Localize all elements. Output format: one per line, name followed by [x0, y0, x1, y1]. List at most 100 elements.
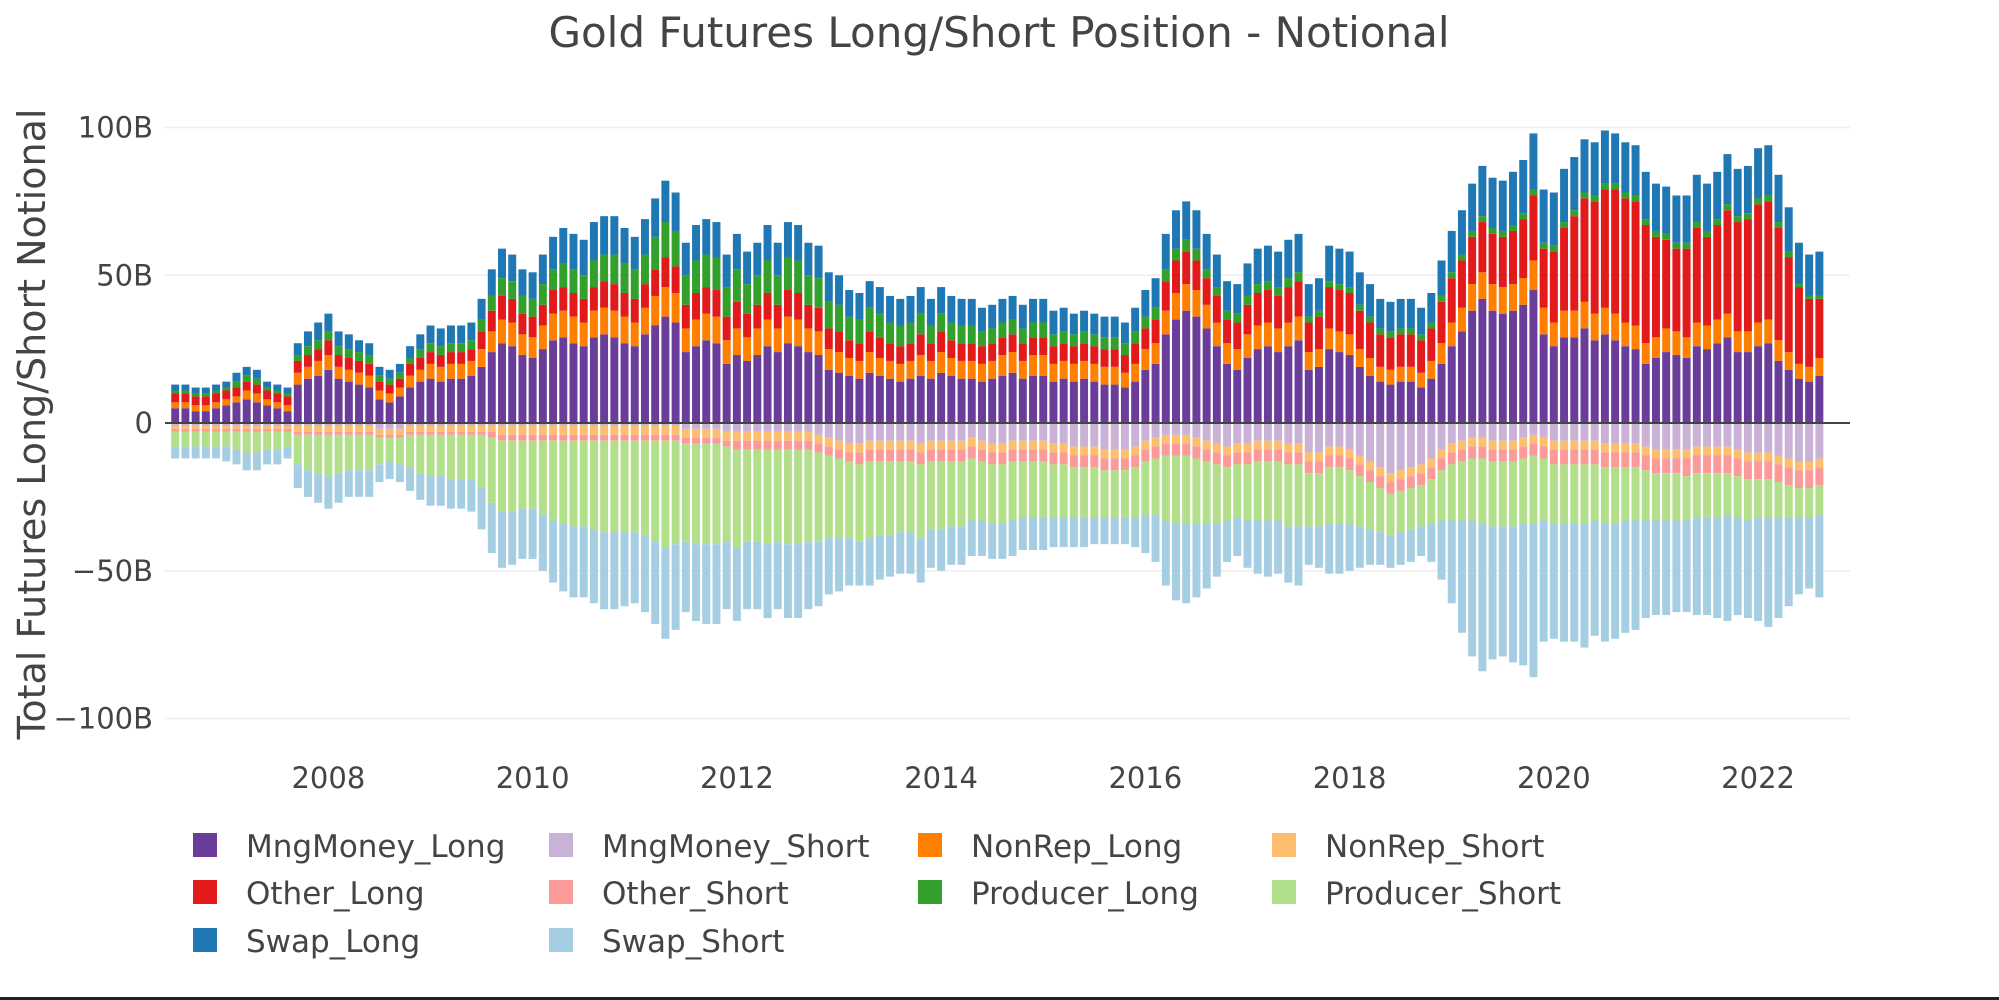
bar-MngMoney_Long [1805, 381, 1814, 423]
bar-Producer_Long [1600, 183, 1609, 190]
bar-NonRep_Long [1212, 322, 1221, 347]
bar-Producer_Short [569, 440, 578, 527]
bar-Producer_Long [457, 343, 466, 353]
bar-Other_Long [324, 340, 333, 356]
bar-MngMoney_Short [1703, 423, 1712, 447]
bar-Other_Short [600, 434, 609, 441]
bar-Swap_Long [487, 269, 496, 296]
bar-MngMoney_Short [610, 423, 619, 426]
bar-Producer_Short [1294, 464, 1303, 527]
bar-Other_Short [1631, 452, 1640, 468]
bar-MngMoney_Long [1651, 357, 1660, 423]
bar-Producer_Long [1223, 310, 1232, 320]
bar-Swap_Long [681, 242, 690, 276]
bar-NonRep_Long [998, 355, 1007, 376]
bar-MngMoney_Short [957, 423, 966, 441]
bar-MngMoney_Short [1274, 423, 1283, 441]
bar-Other_Long [1110, 349, 1119, 367]
bar-Other_Long [181, 393, 190, 403]
bar-NonRep_Long [1703, 325, 1712, 350]
bar-MngMoney_Short [201, 423, 210, 426]
bar-Other_Short [355, 431, 364, 435]
bar-Swap_Short [845, 538, 854, 586]
bar-Producer_Short [549, 440, 558, 521]
bar-Producer_Short [457, 434, 466, 480]
bar-NonRep_Long [1437, 343, 1446, 364]
bar-NonRep_Long [1713, 319, 1722, 344]
bar-Other_Long [1345, 292, 1354, 335]
bar-Producer_Short [283, 431, 292, 447]
bar-Other_Long [1294, 281, 1303, 317]
bar-Other_Long [436, 355, 445, 367]
bar-Other_Short [508, 434, 517, 441]
bar-Other_Long [375, 381, 384, 391]
bar-Producer_Short [406, 434, 415, 468]
bar-Producer_Short [303, 434, 312, 471]
bar-NonRep_Long [804, 328, 813, 353]
bar-NonRep_Short [814, 434, 823, 444]
bar-NonRep_Long [753, 328, 762, 356]
bar-Producer_Short [1539, 458, 1548, 521]
bar-Swap_Short [1325, 523, 1334, 574]
bar-Other_Long [1580, 198, 1589, 302]
legend-swatch-Swap_Long [193, 928, 217, 952]
bar-Swap_Long [1600, 130, 1609, 184]
bar-MngMoney_Long [1743, 352, 1752, 423]
bar-MngMoney_Long [181, 408, 190, 423]
bar-Producer_Long [201, 393, 210, 397]
bar-Other_Long [702, 287, 711, 314]
bar-Producer_Short [1754, 479, 1763, 518]
bar-Producer_Long [1662, 233, 1671, 240]
bar-Other_Long [1120, 355, 1129, 373]
bar-Producer_Long [1580, 192, 1589, 199]
bar-Producer_Long [1141, 316, 1150, 329]
bar-Other_Long [1141, 328, 1150, 350]
bar-Other_Short [1263, 449, 1272, 462]
bar-Swap_Long [1386, 301, 1395, 332]
bar-Swap_Short [446, 479, 455, 509]
bar-Producer_Long [1743, 213, 1752, 220]
bar-Other_Long [1212, 295, 1221, 323]
bar-MngMoney_Short [1509, 423, 1517, 441]
bar-Other_Short [783, 440, 792, 450]
bar-Swap_Short [181, 446, 190, 459]
bar-NonRep_Short [1682, 449, 1691, 459]
bar-Swap_Short [426, 476, 435, 506]
bar-Other_Long [1069, 346, 1078, 364]
bar-Swap_Short [998, 523, 1007, 559]
bar-NonRep_Short [1733, 449, 1742, 459]
bar-MngMoney_Long [1080, 378, 1089, 423]
bar-Other_Long [1263, 290, 1272, 323]
bar-MngMoney_Long [620, 343, 629, 423]
bar-NonRep_Long [722, 340, 731, 364]
bar-MngMoney_Long [426, 378, 435, 423]
bar-Other_Long [1008, 334, 1017, 353]
bar-Swap_Short [1233, 517, 1242, 556]
x-tick-label: 2014 [904, 761, 978, 795]
bar-Other_Short [712, 437, 721, 444]
bar-Producer_Long [446, 343, 455, 353]
bar-Other_Short [1172, 443, 1180, 456]
bar-Swap_Long [477, 298, 486, 320]
bar-Swap_Short [324, 476, 333, 509]
bar-Other_Short [1018, 449, 1027, 462]
bar-NonRep_Long [1427, 360, 1436, 379]
bar-Other_Long [1468, 236, 1477, 285]
bar-Other_Short [1794, 470, 1803, 489]
bar-NonRep_Short [1212, 443, 1221, 453]
bar-Other_Long [753, 304, 762, 329]
bar-Producer_Long [1468, 230, 1477, 237]
bar-MngMoney_Long [1560, 337, 1569, 423]
bar-Swap_Long [640, 219, 649, 255]
bar-Swap_Short [1805, 517, 1814, 589]
bar-NonRep_Short [957, 440, 966, 450]
bar-Other_Short [1100, 458, 1109, 471]
bar-NonRep_Short [1529, 434, 1538, 444]
bar-MngMoney_Long [498, 343, 506, 423]
bar-Swap_Short [549, 520, 558, 583]
bar-Swap_Long [1202, 233, 1211, 270]
bar-Swap_Short [201, 446, 210, 459]
bar-Swap_Short [395, 464, 404, 483]
bar-Swap_Long [773, 242, 782, 276]
bar-Swap_Long [937, 287, 946, 314]
